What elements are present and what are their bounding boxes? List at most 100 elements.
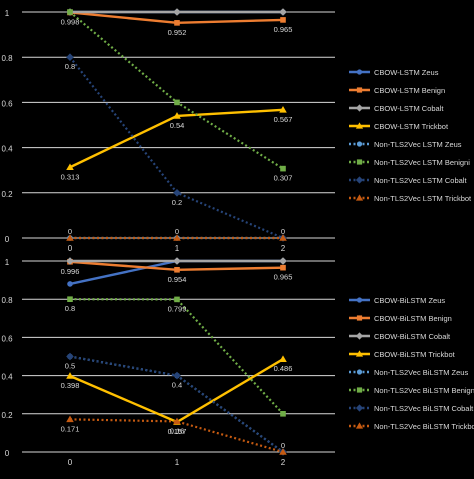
legend-marker [355,194,364,201]
legend-label: Non-TLS2Vec LSTM Trickbot [374,194,472,203]
legend-marker [356,315,363,321]
legend-label: Non-TLS2Vec LSTM Benigni [374,158,470,167]
data-point [66,352,74,361]
legend-label: CBOW-LSTM Benign [374,86,445,95]
legend-label: Non-TLS2Vec LSTM Cobalt [374,176,467,185]
data-label: 0.2 [172,198,182,207]
data-label: 0.398 [61,381,80,390]
y-tick-label: 0.8 [1,296,13,305]
legend-label: CBOW-LSTM Trickbot [374,122,449,131]
legend-marker [355,422,364,429]
data-label: 0 [68,227,72,236]
x-tick-label: 2 [281,458,286,467]
data-point [67,296,73,302]
data-label: 0.965 [274,25,293,34]
y-tick-label: 0.2 [1,190,13,199]
legend-label: CBOW-BiLSTM Trickbot [374,350,456,359]
data-point [280,17,286,23]
data-label: 0.307 [274,174,293,183]
legend-marker [355,122,364,129]
y-tick-label: 0.6 [1,334,13,343]
legend-label: CBOW-BiLSTM Cobalt [374,332,451,341]
data-label: 0.8 [65,62,75,71]
data-point [173,417,181,425]
y-tick-label: 0.4 [1,145,13,154]
data-label: 0.799 [168,304,187,313]
x-tick-label: 1 [175,458,180,467]
legend-marker [355,404,364,412]
data-point [174,99,180,106]
legend-marker [356,87,363,93]
x-tick-label: 2 [281,244,286,253]
data-label: 0.171 [61,424,80,433]
data-label: 0.54 [170,121,185,130]
data-label: 0.998 [61,17,80,26]
data-point [66,372,74,379]
x-tick-label: 1 [175,244,180,253]
data-label: 0.486 [274,364,293,373]
y-tick-label: 0.8 [1,54,13,63]
data-point [279,8,287,16]
data-point [174,266,180,273]
data-point [279,106,287,113]
y-tick-label: 1 [5,9,10,18]
data-label: 0.567 [274,115,293,124]
legend-marker [355,104,364,112]
data-label: 0.313 [61,172,80,181]
data-point [67,281,73,287]
x-tick-label: 0 [68,244,73,253]
legend-label: CBOW-BiLSTM Benign [374,314,452,323]
legend-marker [355,176,364,184]
legend-marker [356,369,363,375]
data-label: 0.8 [65,304,75,313]
data-point [67,9,73,15]
y-tick-label: 0 [5,235,10,244]
legend-label: Non-TLS2Vec BiLSTM Cobalt [374,404,474,413]
legend-label: CBOW-LSTM Cobalt [374,104,444,113]
data-point [280,411,286,417]
series-line [69,355,284,453]
series-line [69,298,284,415]
legend-marker [355,350,364,357]
data-label: 0.5 [65,362,75,371]
x-tick-label: 0 [68,458,73,467]
data-label: 0.954 [168,275,187,284]
data-point [174,20,180,26]
series-line [69,358,284,424]
data-point [279,234,287,241]
y-tick-label: 0.4 [1,373,13,382]
y-tick-label: 0 [5,449,10,458]
data-point [173,257,181,265]
data-label: 0.16 [170,426,185,435]
y-tick-label: 0.6 [1,99,13,108]
legend-marker [356,159,363,165]
y-tick-label: 1 [5,258,10,267]
legend-marker [356,297,363,303]
data-point [173,234,181,241]
legend-label: CBOW-LSTM Zeus [374,68,439,77]
y-tick-label: 0.2 [1,411,13,420]
legend-label: CBOW-BiLSTM Zeus [374,296,445,305]
data-point [66,415,74,423]
data-point [173,189,181,197]
data-label: 0.952 [168,28,187,37]
legend-label: Non-TLS2Vec BiLSTM Trickbot [374,422,474,431]
data-point [279,448,287,455]
data-point [66,163,74,171]
data-label: 0.157 [168,427,187,436]
data-point [279,355,287,362]
data-point [66,53,74,61]
data-point [173,8,181,16]
legend-label: Non-TLS2Vec BiLSTM Benign [374,386,474,395]
data-label: 0 [175,227,179,236]
data-point [66,234,74,241]
data-label: 0.965 [274,273,293,282]
legend-label: Non-TLS2Vec LSTM Zeus [374,140,462,149]
data-point [174,296,180,303]
series-line [69,418,284,454]
data-point [173,371,181,380]
legend-marker [355,332,364,340]
legend-label: Non-TLS2Vec BiLSTM Zeus [374,368,468,377]
